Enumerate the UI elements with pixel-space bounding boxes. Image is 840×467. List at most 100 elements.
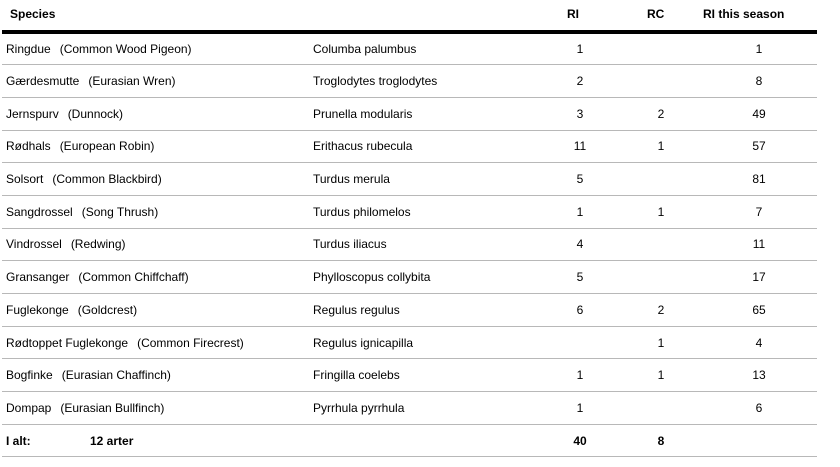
ri-value: 1 <box>539 358 621 393</box>
species-local-name: Ringdue <box>6 42 51 57</box>
total-label: I alt: <box>6 433 31 448</box>
species-local-name: Fuglekonge <box>6 302 69 317</box>
ri-season-value: 7 <box>701 195 817 229</box>
table-row: Rødtoppet Fuglekonge (Common Firecrest) Re… <box>2 326 817 360</box>
ri-season-value: 6 <box>701 391 817 425</box>
scientific-name: Regulus ignicapilla <box>309 326 539 360</box>
ri-season-value: 17 <box>701 260 817 294</box>
species-local-name: Rødtoppet Fuglekonge <box>6 335 129 350</box>
ri-value: 1 <box>539 391 621 425</box>
total-row: I alt: 12 arter 40 8 <box>2 424 817 458</box>
species-english-name: (Eurasian Chaffinch) <box>61 368 171 383</box>
species-cell: Fuglekonge (Goldcrest) <box>2 293 309 327</box>
rc-value <box>621 391 701 425</box>
rc-value: 2 <box>621 97 701 131</box>
ri-value <box>539 326 621 360</box>
scientific-name: Troglodytes troglodytes <box>309 64 539 98</box>
rc-value: 1 <box>621 195 701 229</box>
rc-value: 1 <box>621 326 701 360</box>
ri-season-value: 49 <box>701 97 817 131</box>
rc-value: 1 <box>621 130 701 164</box>
table-row: Solsort (Common Blackbird) Turdus merula 5 8… <box>2 162 817 196</box>
scientific-name: Pyrrhula pyrrhula <box>309 391 539 425</box>
species-english-name: (Common Wood Pigeon) <box>59 42 192 57</box>
scientific-name: Phylloscopus collybita <box>309 260 539 294</box>
species-english-name: (Redwing) <box>70 237 126 252</box>
ri-value: 6 <box>539 293 621 327</box>
ri-value: 1 <box>539 32 621 66</box>
table-row: Rødhals (European Robin) Erithacus rubecul… <box>2 130 817 164</box>
ri-season-value: 4 <box>701 326 817 360</box>
scientific-name: Prunella modularis <box>309 97 539 131</box>
total-cell: I alt: 12 arter <box>2 424 309 458</box>
ri-value: 11 <box>539 130 621 164</box>
ri-season-value: 13 <box>701 358 817 393</box>
species-cell: Sangdrossel (Song Thrush) <box>2 195 309 229</box>
rc-value <box>621 228 701 262</box>
scientific-name: Columba palumbus <box>309 32 539 66</box>
species-english-name: (Common Blackbird) <box>52 172 162 187</box>
species-local-name: Bogfinke <box>6 368 53 383</box>
species-local-name: Sangdrossel <box>6 204 73 219</box>
species-local-name: Gærdesmutte <box>6 74 80 89</box>
species-cell: Gransanger (Common Chiffchaff) <box>2 260 309 294</box>
rc-value <box>621 162 701 196</box>
total-species-count: 12 arter <box>90 433 134 448</box>
ri-season-value: 57 <box>701 130 817 164</box>
table-row: Gærdesmutte (Eurasian Wren) Troglodytes tr… <box>2 64 817 98</box>
ri-season-value: 1 <box>701 32 817 66</box>
header-ri: RI <box>539 0 621 34</box>
species-local-name: Jernspurv <box>6 106 59 121</box>
ri-value: 3 <box>539 97 621 131</box>
table-body: Ringdue (Common Wood Pigeon) Columba palum… <box>2 32 817 425</box>
species-cell: Bogfinke (Eurasian Chaffinch) <box>2 358 309 393</box>
table-row: Dompap (Eurasian Bullfinch) Pyrrhula pyrrh… <box>2 391 817 425</box>
table-row: Vindrossel (Redwing) Turdus iliacus 4 11 <box>2 228 817 262</box>
total-scientific-cell <box>309 424 539 458</box>
ri-value: 1 <box>539 195 621 229</box>
species-local-name: Gransanger <box>6 270 70 285</box>
species-cell: Rødtoppet Fuglekonge (Common Firecrest) <box>2 326 309 360</box>
header-scientific <box>309 0 539 34</box>
species-cell: Jernspurv (Dunnock) <box>2 97 309 131</box>
species-english-name: (Goldcrest) <box>77 302 138 317</box>
ri-value: 4 <box>539 228 621 262</box>
species-english-name: (Dunnock) <box>67 106 124 121</box>
scientific-name: Erithacus rubecula <box>309 130 539 164</box>
scientific-name: Regulus regulus <box>309 293 539 327</box>
ri-season-value: 8 <box>701 64 817 98</box>
species-cell: Ringdue (Common Wood Pigeon) <box>2 32 309 66</box>
ri-season-value: 65 <box>701 293 817 327</box>
species-local-name: Dompap <box>6 400 52 415</box>
rc-value <box>621 64 701 98</box>
rc-value: 1 <box>621 358 701 393</box>
species-english-name: (Eurasian Bullfinch) <box>60 400 165 415</box>
header-row: Species RI RC RI this season <box>2 0 817 34</box>
header-species: Species <box>2 0 309 34</box>
species-cell: Vindrossel (Redwing) <box>2 228 309 262</box>
scientific-name: Turdus iliacus <box>309 228 539 262</box>
ri-value: 5 <box>539 260 621 294</box>
scientific-name: Turdus philomelos <box>309 195 539 229</box>
species-table: Species RI RC RI this season Ringdue (Com… <box>2 0 817 458</box>
species-cell: Rødhals (European Robin) <box>2 130 309 164</box>
species-local-name: Solsort <box>6 172 44 187</box>
ri-season-value: 81 <box>701 162 817 196</box>
rc-value: 2 <box>621 293 701 327</box>
table-row: Fuglekonge (Goldcrest) Regulus regulus 6 2 65 <box>2 293 817 327</box>
species-english-name: (Common Chiffchaff) <box>78 270 189 285</box>
ri-season-value: 11 <box>701 228 817 262</box>
rc-value <box>621 260 701 294</box>
total-rc: 8 <box>621 424 701 458</box>
species-local-name: Rødhals <box>6 139 51 154</box>
species-cell: Solsort (Common Blackbird) <box>2 162 309 196</box>
table-row: Sangdrossel (Song Thrush) Turdus philomelo… <box>2 195 817 229</box>
rc-value <box>621 32 701 66</box>
species-cell: Gærdesmutte (Eurasian Wren) <box>2 64 309 98</box>
scientific-name: Turdus merula <box>309 162 539 196</box>
total-ri: 40 <box>539 424 621 458</box>
total-ri-season <box>701 424 817 458</box>
table-row: Gransanger (Common Chiffchaff) Phylloscopu… <box>2 260 817 294</box>
species-cell: Dompap (Eurasian Bullfinch) <box>2 391 309 425</box>
header-rc: RC <box>621 0 701 34</box>
